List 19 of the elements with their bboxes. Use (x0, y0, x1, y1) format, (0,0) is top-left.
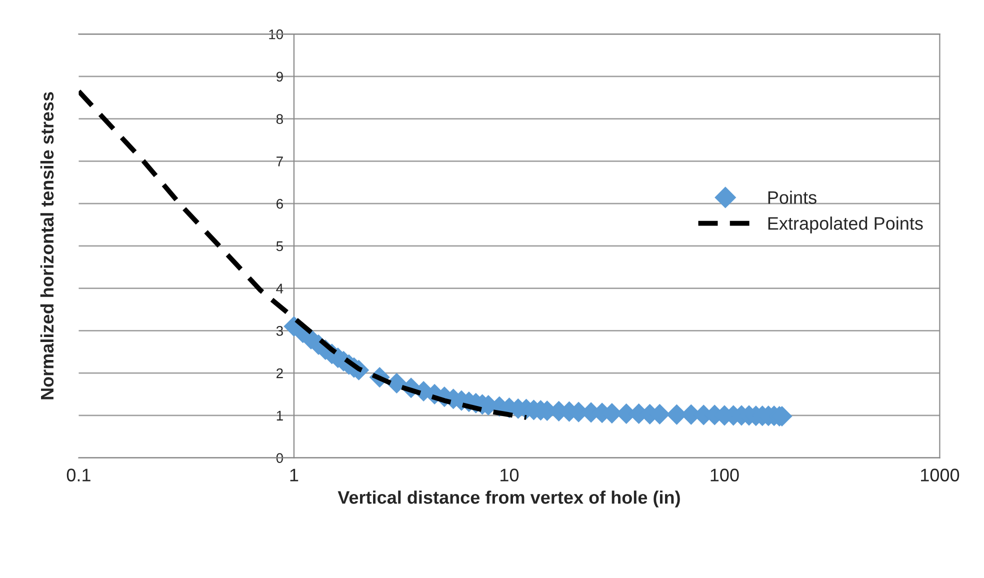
y-axis-title: Normalized horizontal tensile stress (40, 92, 54, 400)
y-tick-label: 9 (276, 72, 283, 82)
y-tick-label: 0 (276, 453, 284, 463)
y-tick-label: 7 (276, 156, 283, 166)
x-tick-label: 100 (710, 468, 739, 482)
x-tick-label: 0.1 (66, 468, 90, 482)
legend-label: Points (768, 190, 816, 204)
x-axis-title: Vertical distance from vertex of hole (in) (338, 490, 680, 508)
x-tick-label: 1000 (921, 468, 960, 482)
legend-label: Extrapolated Points (768, 216, 923, 234)
y-tick-label: 4 (276, 284, 284, 294)
y-tick-label: 2 (276, 368, 283, 378)
y-tick-label: 3 (276, 326, 283, 336)
x-tick-label: 10 (500, 468, 519, 482)
x-tick-label: 1 (290, 468, 298, 482)
y-tick-label: 8 (276, 114, 283, 124)
y-tick-label: 5 (276, 241, 283, 252)
y-tick-label: 6 (276, 198, 283, 209)
y-tick-label: 1 (276, 410, 283, 420)
